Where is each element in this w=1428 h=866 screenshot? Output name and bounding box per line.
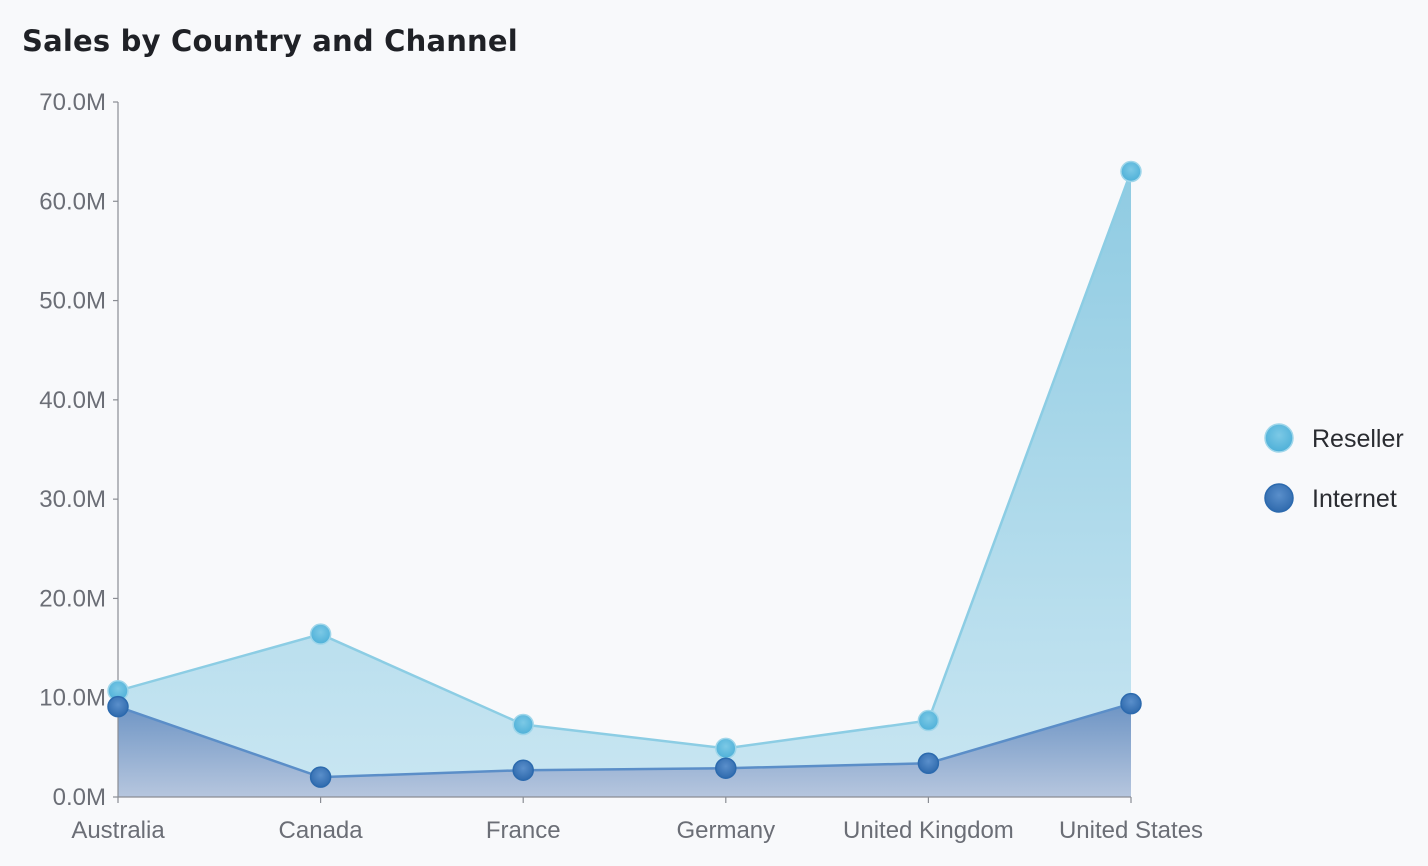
x-tick-label: Australia [71, 817, 165, 844]
y-tick-label: 70.0M [39, 89, 106, 116]
point-reseller-united-kingdom [917, 709, 940, 732]
point-internet-canada [309, 766, 332, 788]
x-tick-label: Canada [279, 817, 364, 844]
legend-marker-reseller [1264, 423, 1294, 453]
x-tick-label: United States [1059, 817, 1203, 844]
point-internet-united-states [1120, 692, 1142, 715]
y-tick-label: 20.0M [39, 585, 106, 612]
y-tick-label: 0.0M [53, 784, 106, 811]
y-tick-label: 10.0M [39, 685, 106, 712]
chart-title: Sales by Country and Channel [22, 24, 518, 58]
x-tick-label: France [486, 817, 561, 844]
legend-label-internet: Internet [1312, 485, 1397, 513]
point-reseller-france [512, 713, 534, 736]
area-internet [118, 703, 1131, 797]
point-reseller-canada [309, 623, 332, 645]
legend-marker-internet [1264, 483, 1294, 513]
y-tick-label: 30.0M [39, 486, 106, 513]
y-tick-label: 50.0M [39, 288, 106, 315]
point-reseller-united-states [1120, 160, 1142, 183]
point-internet-united-kingdom [917, 752, 940, 774]
point-internet-australia [107, 695, 129, 718]
line-reseller [117, 171, 1133, 750]
area-reseller [118, 171, 1131, 797]
point-reseller-germany [715, 737, 737, 760]
y-tick-label: 60.0M [39, 188, 106, 215]
y-tick-label: 40.0M [39, 387, 106, 414]
x-tick-label: Germany [676, 817, 775, 844]
point-internet-france [512, 759, 534, 781]
x-tick-label: United Kingdom [843, 817, 1014, 844]
legend-label-reseller: Reseller [1312, 425, 1404, 453]
point-internet-germany [715, 757, 737, 779]
line-internet [117, 702, 1132, 779]
